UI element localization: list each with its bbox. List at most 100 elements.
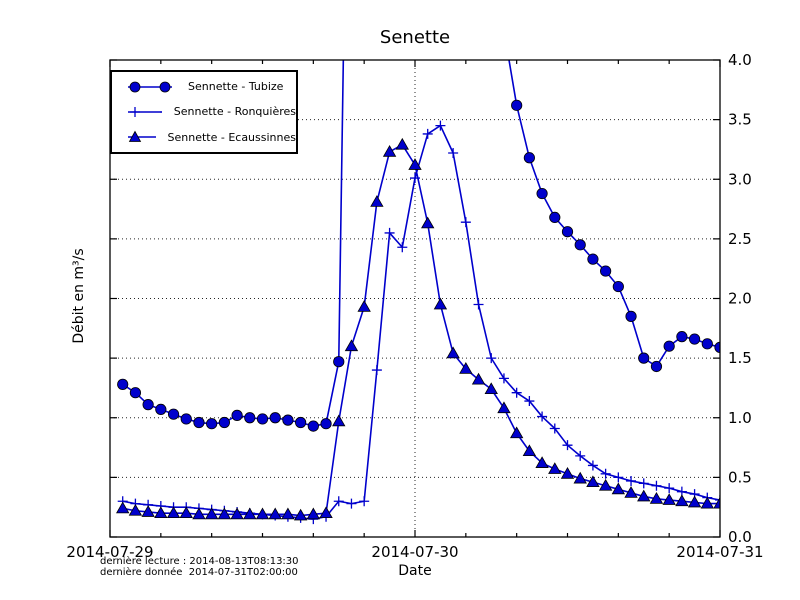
y-tick-label-0.5: 0.5 xyxy=(728,468,752,486)
marker-plus xyxy=(626,475,637,486)
marker-triangle xyxy=(370,195,384,207)
marker-triangle xyxy=(192,507,206,520)
marker-circle xyxy=(587,253,599,265)
marker-circle xyxy=(295,416,307,429)
legend-item-ecaussinnes: Sennette - Ecaussinnes xyxy=(112,130,296,144)
chart-title: Senette xyxy=(379,27,451,48)
marker-triangle xyxy=(662,493,676,505)
series-line-ecaussinnes xyxy=(122,143,720,517)
marker-circle xyxy=(650,360,663,373)
marker-circle xyxy=(536,187,548,200)
marker-circle xyxy=(231,409,243,421)
marker-triangle xyxy=(598,478,613,491)
marker-triangle xyxy=(548,462,562,474)
marker-triangle xyxy=(560,466,575,479)
marker-triangle xyxy=(217,507,232,520)
y-tick-label-2.5: 2.5 xyxy=(728,230,752,248)
marker-circle xyxy=(549,211,561,224)
annotation-last-reading: dernière lecture : 2014-08-13T08:13:30 xyxy=(100,556,299,567)
legend-sample-circle-icon xyxy=(128,81,172,93)
marker-triangle xyxy=(154,506,168,519)
marker-circle xyxy=(142,399,154,411)
marker-circle xyxy=(600,265,612,277)
marker-circle xyxy=(129,387,142,399)
marker-plus xyxy=(511,387,522,398)
marker-circle xyxy=(117,378,129,390)
legend-item-tubize: Sennette - Tubize xyxy=(112,80,296,94)
marker-plus xyxy=(575,450,586,461)
y-tick-label-1.0: 1.0 xyxy=(728,409,752,427)
marker-plus xyxy=(562,440,573,451)
plot-area xyxy=(116,60,720,525)
marker-triangle xyxy=(319,506,333,519)
y-tick-label-0.0: 0.0 xyxy=(728,528,752,546)
marker-triangle xyxy=(306,507,321,520)
marker-triangle xyxy=(687,495,702,508)
marker-circle xyxy=(612,280,624,293)
marker-plus xyxy=(498,373,509,384)
legend: Sennette - Tubize Sennette - Ronquières … xyxy=(110,70,298,154)
marker-triangle xyxy=(344,339,359,352)
marker-circle xyxy=(625,310,637,322)
marker-triangle xyxy=(243,507,257,520)
marker-triangle xyxy=(484,382,498,395)
x-tick-label-2014-07-31: 2014-07-31 xyxy=(676,543,763,561)
marker-circle xyxy=(523,152,535,164)
marker-triangle xyxy=(141,505,155,517)
marker-circle xyxy=(561,226,574,238)
marker-plus xyxy=(715,495,720,506)
y-axis-label: Débit en m³/s xyxy=(71,248,87,344)
marker-triangle xyxy=(459,362,473,374)
marker-triangle xyxy=(116,501,130,514)
x-axis-label: Date xyxy=(398,563,432,579)
x-tick-label-2014-07-29: 2014-07-29 xyxy=(66,543,153,561)
marker-triangle xyxy=(179,506,193,519)
marker-plus xyxy=(664,483,675,494)
marker-plus xyxy=(549,423,560,434)
marker-circle xyxy=(663,340,675,352)
annotation-last-data: dernière donnée 2014-07-31T02:00:00 xyxy=(100,567,298,578)
marker-circle xyxy=(218,416,230,429)
marker-circle xyxy=(574,239,586,251)
y-tick-label-2.0: 2.0 xyxy=(728,290,752,308)
marker-triangle xyxy=(230,507,244,520)
marker-triangle xyxy=(637,489,651,502)
marker-circle xyxy=(333,356,345,368)
marker-circle xyxy=(307,420,319,432)
marker-circle xyxy=(701,338,713,350)
series-line-ronquieres xyxy=(122,124,720,520)
marker-plus xyxy=(435,120,446,131)
marker-plus xyxy=(371,365,382,376)
marker-triangle xyxy=(395,137,409,150)
marker-circle xyxy=(256,413,269,425)
y-tick-label-4.0: 4.0 xyxy=(728,51,752,69)
marker-triangle xyxy=(281,507,295,520)
marker-plus xyxy=(422,128,433,139)
marker-triangle xyxy=(421,216,435,229)
legend-sample-plus-icon xyxy=(128,106,162,117)
marker-plus xyxy=(651,480,662,491)
marker-plus xyxy=(587,460,598,471)
marker-triangle xyxy=(408,158,422,170)
marker-circle xyxy=(688,333,701,345)
series-ecaussinnes xyxy=(116,137,720,521)
marker-triangle xyxy=(204,507,219,520)
marker-triangle xyxy=(166,506,181,519)
marker-plus xyxy=(346,498,357,509)
marker-plus xyxy=(333,496,344,507)
marker-plus xyxy=(384,227,395,238)
marker-triangle xyxy=(433,297,448,310)
marker-triangle xyxy=(649,492,664,504)
legend-item-ronquieres: Sennette - Ronquières xyxy=(112,105,296,119)
axis-ticks xyxy=(109,59,721,538)
x-tick-label-2014-07-30: 2014-07-30 xyxy=(371,543,458,561)
marker-triangle xyxy=(255,507,270,520)
y-tick-label-3.5: 3.5 xyxy=(728,111,752,129)
marker-circle xyxy=(206,418,218,430)
marker-circle xyxy=(511,99,523,111)
y-tick-label-1.5: 1.5 xyxy=(728,349,752,367)
marker-plus xyxy=(638,478,649,489)
marker-circle xyxy=(155,403,167,416)
marker-plus xyxy=(448,148,459,159)
